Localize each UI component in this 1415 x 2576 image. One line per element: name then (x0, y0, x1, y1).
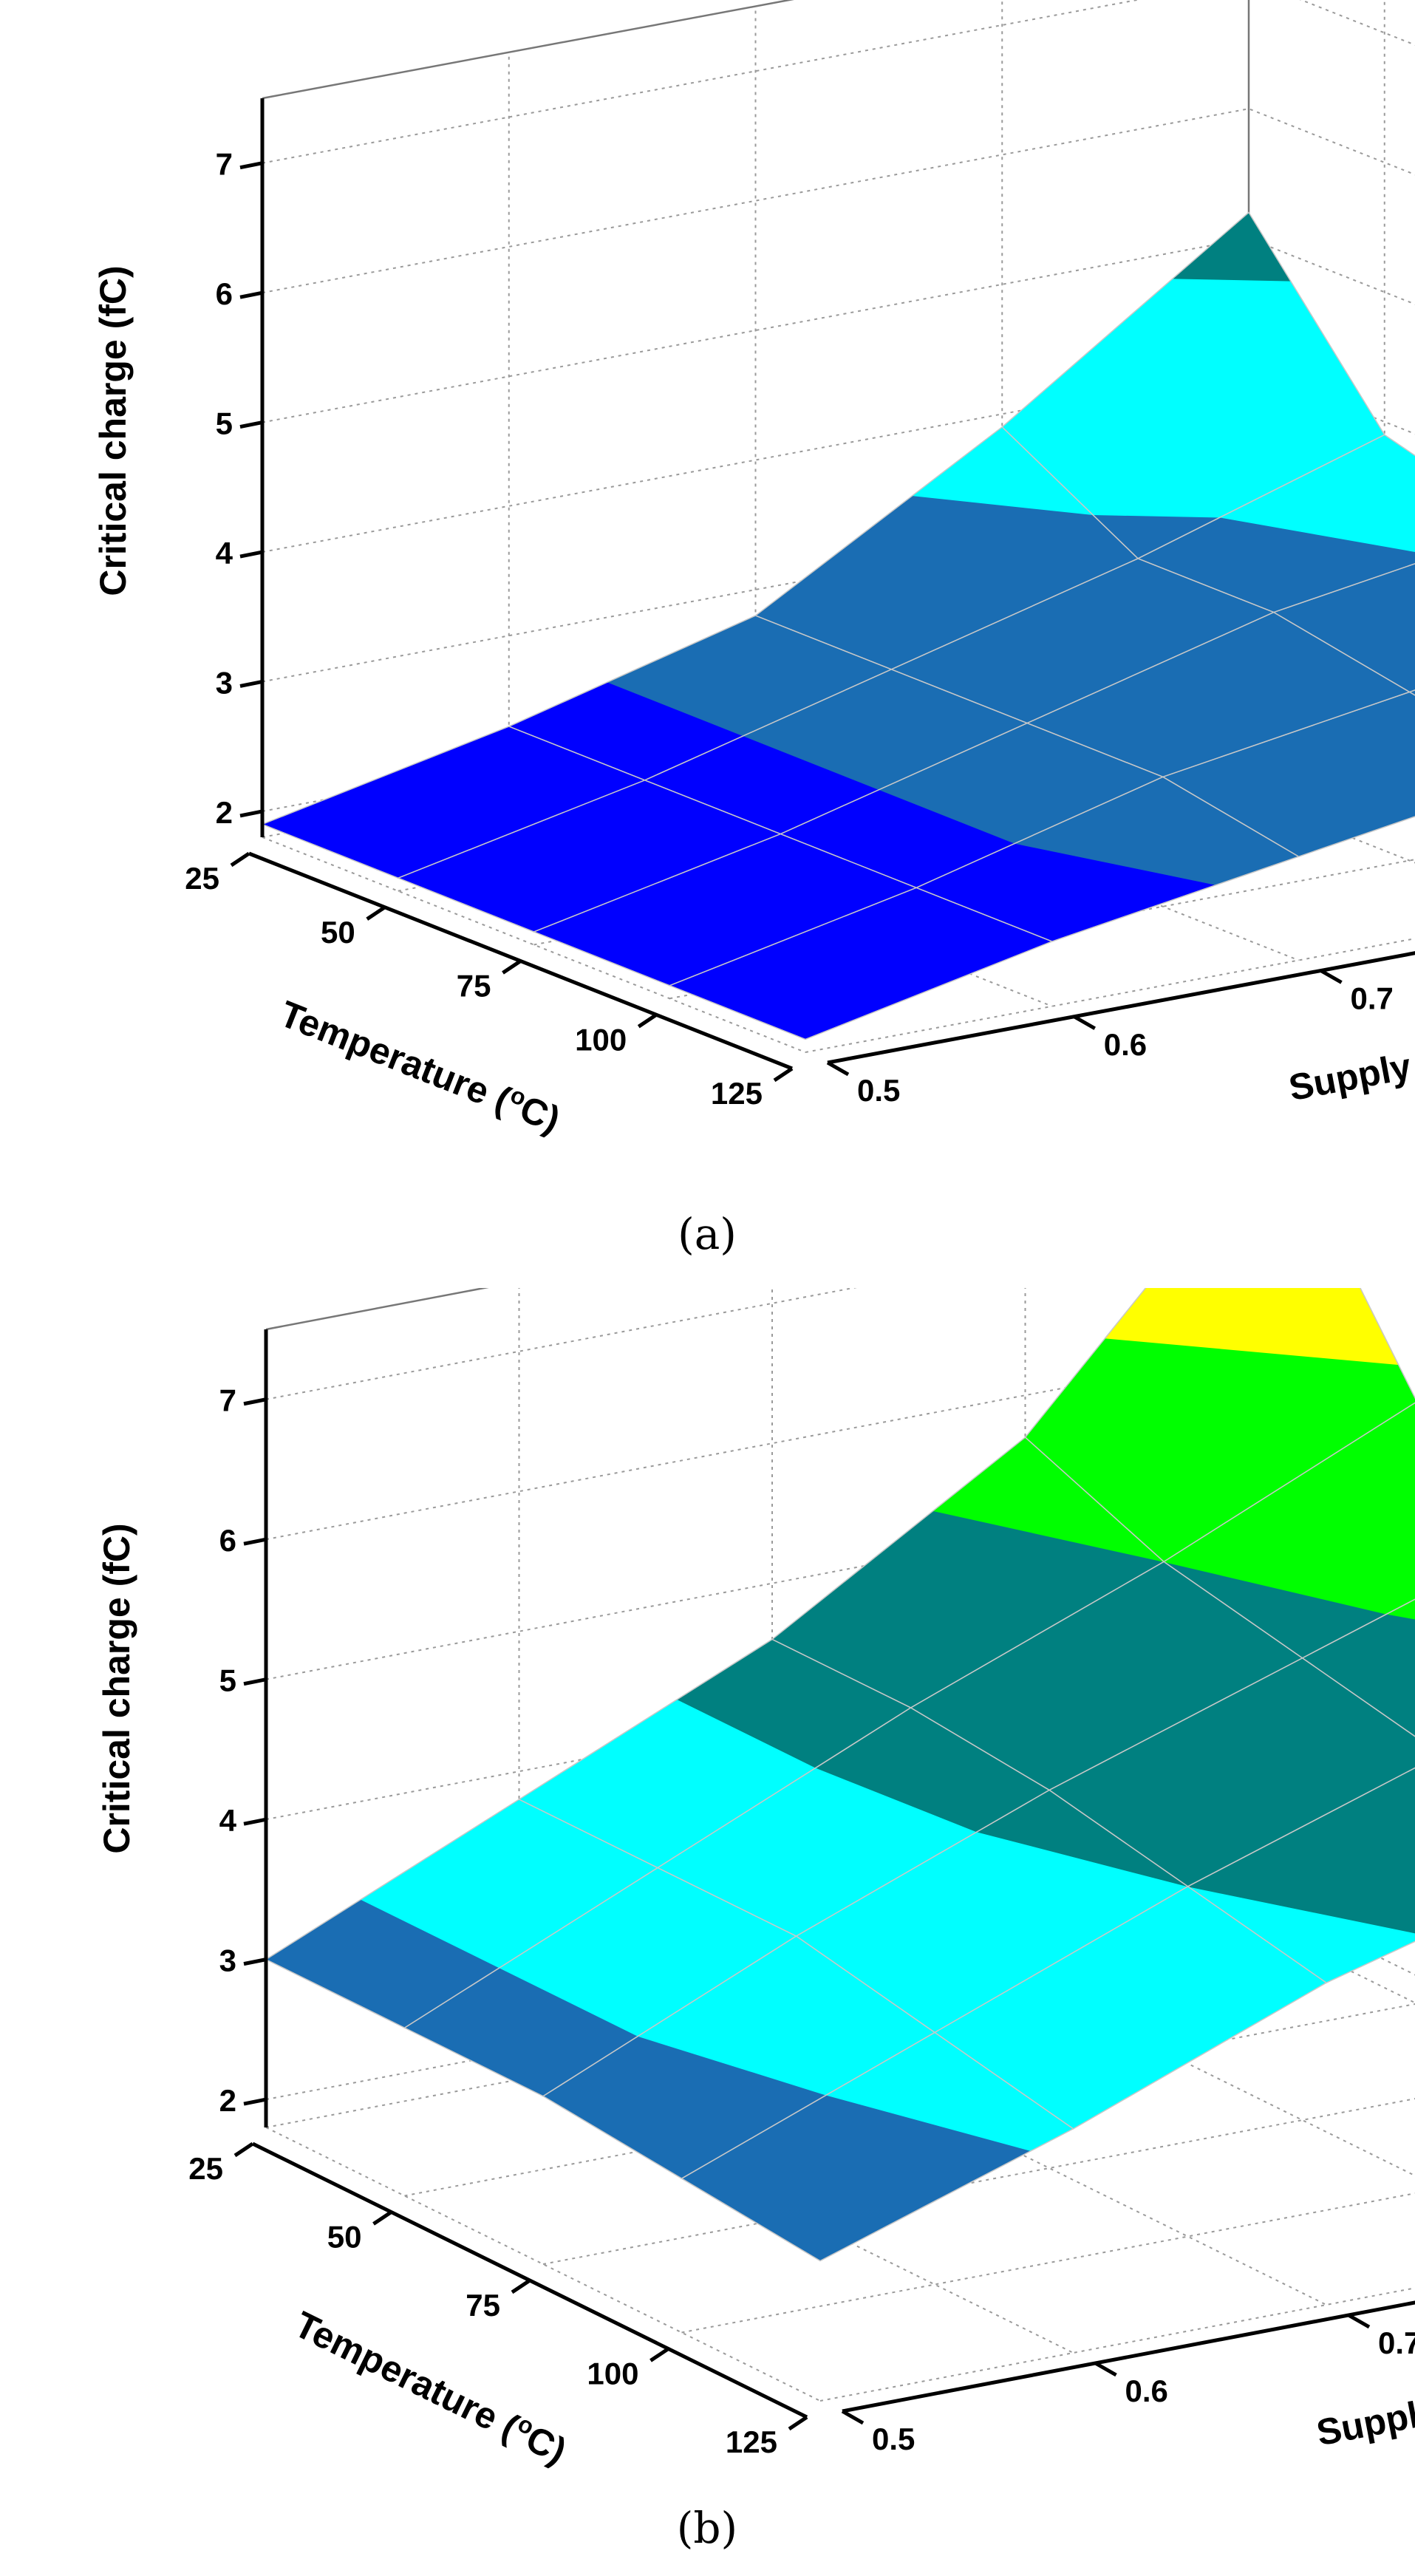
z-tick (243, 1677, 267, 1686)
y-tick (1094, 2361, 1117, 2377)
surface-mesh-line (260, 726, 647, 879)
grid-line (262, 237, 1415, 423)
x-tick (366, 905, 386, 921)
x-tick-label: 100 (575, 1022, 627, 1057)
y-axis-title: Supply voltage (V) (1286, 1009, 1415, 1108)
x-tick (637, 1013, 658, 1029)
y-tick (826, 1060, 850, 1077)
z-tick-label: 2 (216, 795, 233, 830)
z-tick (239, 550, 263, 559)
z-tick-label: 3 (219, 1943, 236, 1978)
surface (265, 1288, 1415, 2262)
y-tick (1073, 1015, 1096, 1030)
z-tick-label: 3 (216, 665, 233, 700)
z-tick (239, 809, 263, 818)
y-tick (1320, 969, 1343, 984)
y-tick-label: 0.7 (1351, 981, 1394, 1016)
grid-line (681, 2192, 1415, 2334)
x-tick (372, 2210, 392, 2226)
panel-caption: (b) (677, 2503, 737, 2553)
z-tick (243, 1537, 267, 1546)
grid-line (542, 2098, 1415, 2265)
x-tick (233, 2141, 254, 2158)
x-tick-label: 25 (188, 2151, 223, 2186)
z-tick-label: 5 (219, 1663, 236, 1698)
y-axis-title: Supply voltage (V) (1313, 2353, 1415, 2453)
y-tick-label: 0.5 (872, 2422, 915, 2456)
x-tick (788, 2415, 808, 2431)
z-tick (239, 680, 263, 688)
surface (260, 211, 1415, 1040)
surface-band-patch (1172, 211, 1292, 282)
z-tick-label: 4 (219, 1803, 237, 1838)
grid-line (819, 2287, 1415, 2402)
surface-mesh-line (265, 1799, 659, 2028)
y-tick-label: 0.7 (1378, 2325, 1415, 2360)
z-tick-label: 4 (216, 536, 233, 570)
z-tick (239, 290, 263, 299)
z-tick (243, 2097, 267, 2106)
y-tick (1347, 2313, 1371, 2329)
z-tick (239, 161, 263, 170)
x-tick-label: 125 (711, 1076, 763, 1111)
z-tick-label: 6 (216, 276, 233, 311)
y-tick-label: 0.6 (1104, 1027, 1147, 1062)
x-axis-title: Temperature (oC) (274, 992, 566, 1141)
grid-line (262, 497, 1415, 683)
z-axis-title: Critical charge (fC) (96, 1523, 137, 1853)
grid-line (262, 0, 1415, 164)
x-tick-label: 100 (587, 2357, 638, 2391)
z-tick-label: 7 (219, 1383, 236, 1418)
grid-line (262, 367, 1415, 553)
x-tick-label: 50 (327, 2220, 362, 2255)
wall-frame (262, 0, 794, 100)
y-tick (841, 2409, 865, 2425)
x-tick-label: 125 (726, 2425, 777, 2459)
z-axis-title: Critical charge (fC) (92, 265, 134, 596)
surface-chart-b: 2345672550751001250.50.60.70.80.9Critica… (96, 1288, 1415, 2553)
z-tick (243, 1957, 267, 1966)
surface-chart-a: 2345672550751001250.50.60.70.80.9Critica… (92, 0, 1415, 1259)
x-tick (773, 1066, 794, 1083)
z-tick (239, 420, 263, 429)
z-tick-label: 6 (219, 1523, 236, 1558)
x-tick-label: 75 (466, 2288, 500, 2323)
surface-band-patch (1385, 1598, 1415, 1620)
z-tick (243, 1397, 267, 1406)
y-tick-label: 0.5 (857, 1073, 900, 1108)
z-tick-label: 2 (219, 2083, 236, 2118)
x-tick (649, 2347, 669, 2362)
grid-line (262, 108, 1415, 294)
z-tick-label: 5 (216, 406, 233, 441)
x-tick-label: 50 (321, 915, 355, 950)
z-tick-label: 7 (216, 147, 233, 182)
grid-line (262, 836, 806, 1053)
x-axis-title: Temperature (oC) (288, 2302, 573, 2472)
panel-caption: (a) (678, 1209, 737, 1259)
x-tick-label: 75 (457, 969, 491, 1004)
x-tick-label: 25 (185, 861, 219, 896)
x-tick (511, 2278, 531, 2294)
z-tick (243, 1817, 267, 1826)
grid-line (404, 2003, 1415, 2197)
y-tick-label: 0.6 (1125, 2374, 1168, 2408)
x-tick (502, 959, 522, 975)
x-tick (230, 851, 250, 868)
x-axis-title-main: Temperature ( (288, 2303, 525, 2448)
x-axis-title-main: Temperature ( (274, 992, 516, 1121)
